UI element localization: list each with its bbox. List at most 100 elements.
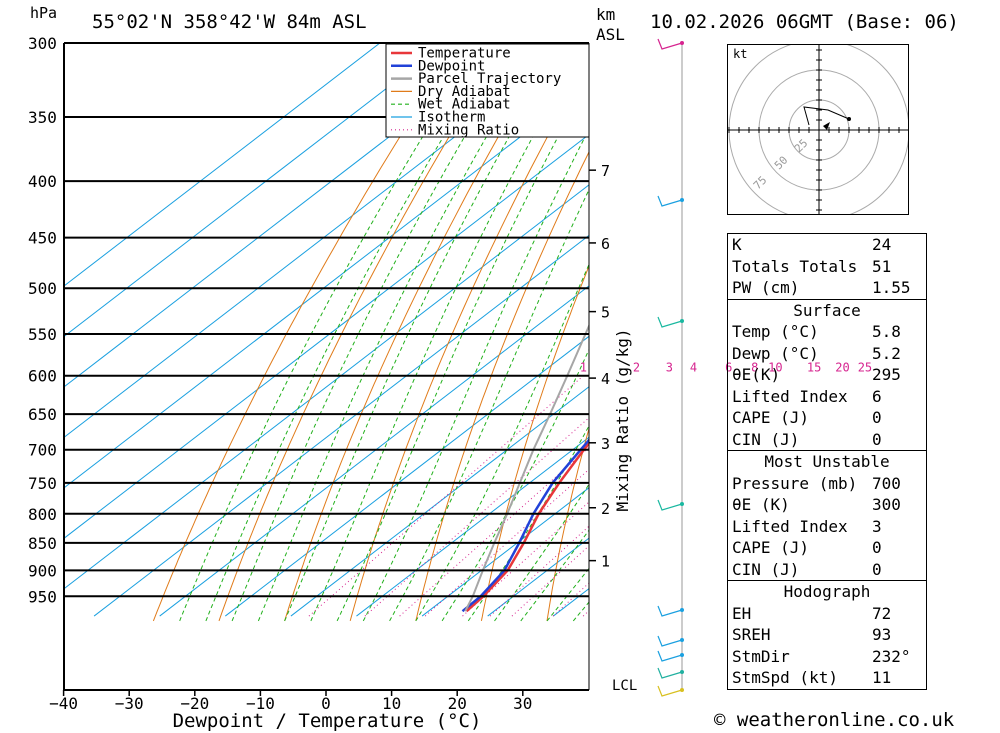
mixing-ratio-label: 4 xyxy=(690,361,697,375)
mixing-ratio-label: 2 xyxy=(633,361,640,375)
k-index-row: K 24 xyxy=(728,234,926,256)
wind-barb xyxy=(657,635,683,647)
surface-temp-label: Temp (°C) xyxy=(732,322,819,341)
background-lines xyxy=(64,43,589,622)
mixing-ratio-label: 8 xyxy=(751,361,758,375)
height-unit-asl: ASL xyxy=(596,25,625,44)
isotherm-line xyxy=(224,335,589,617)
isotherm-line xyxy=(290,386,589,617)
legend-label: Dry Adiabat xyxy=(418,84,511,100)
isotherm-line xyxy=(421,487,589,617)
dry-adiabat-line xyxy=(284,43,554,622)
surface-temp-row: Temp (°C) 5.8 xyxy=(728,321,926,343)
mixing-ratio-line xyxy=(308,375,584,617)
pressure-tick-label: 850 xyxy=(28,534,57,553)
wet-adiabat-line xyxy=(389,188,589,622)
legend-label: Dewpoint xyxy=(418,58,485,74)
surface-dewp-row: Dewp (°C) 5.2 xyxy=(728,343,926,365)
pressure-tick-label: 300 xyxy=(28,34,57,53)
km-tick-label: 6 xyxy=(601,235,610,253)
pressure-tick-label: 400 xyxy=(28,172,57,191)
pressure-tick-label: 650 xyxy=(28,405,57,424)
pressure-tick-label: 600 xyxy=(28,367,57,386)
surface-li-row: Lifted Index 6 xyxy=(728,386,926,408)
mixing-ratio-line xyxy=(424,468,589,617)
mu-li-value: 3 xyxy=(872,516,882,536)
lcl-label: LCL xyxy=(612,678,637,694)
surface-cape-value: 0 xyxy=(872,408,882,427)
mu-cin-label: CIN (J) xyxy=(732,559,800,579)
isotherm-line xyxy=(64,184,589,590)
hodo-ring-label: 25 xyxy=(792,137,811,156)
wet-adiabat-line xyxy=(179,43,482,622)
hodograph-header: Hodograph xyxy=(728,580,926,603)
wind-barb xyxy=(657,650,683,662)
surface-cape-label: CAPE (J) xyxy=(732,408,810,427)
pw-value: 1.55 xyxy=(872,278,911,297)
wet-adiabat-line xyxy=(336,78,589,622)
hodograph: 25 50 75 kt xyxy=(727,39,910,221)
stmdir-label: StmDir xyxy=(732,646,790,666)
dewpoint-line xyxy=(461,438,589,613)
mixing-ratio-label: 1 xyxy=(580,361,587,375)
x-tick-label: 0 xyxy=(321,694,331,713)
mu-li-label: Lifted Index xyxy=(732,516,848,536)
surface-thetae-value: 295 xyxy=(872,365,901,384)
mixing-ratio-label: 3 xyxy=(666,361,673,375)
x-tick-label: 30 xyxy=(513,694,532,713)
isotherm-line xyxy=(64,43,381,287)
pw-label: PW (cm) xyxy=(732,278,800,297)
x-tick-label: 10 xyxy=(382,694,401,713)
x-tick-label: −30 xyxy=(115,694,144,713)
pressure-tick-label: 750 xyxy=(28,474,57,493)
surface-li-label: Lifted Index xyxy=(732,386,848,406)
isotherm-line xyxy=(64,43,447,338)
surface-cin-label: CIN (J) xyxy=(732,429,800,449)
dry-adiabat-line xyxy=(480,264,589,622)
stmspd-value: 11 xyxy=(872,668,892,687)
indices-table: K 24 Totals Totals 51 PW (cm) 1.55 Surface … xyxy=(727,233,927,690)
hodo-point xyxy=(847,117,851,121)
wet-adiabat-line xyxy=(284,43,564,622)
totals-totals-row: Totals Totals 51 xyxy=(728,256,926,278)
surface-cape-row: CAPE (J) 0 xyxy=(728,407,926,429)
dry-adiabat-line xyxy=(152,43,461,622)
dry-adiabat-line xyxy=(546,426,589,621)
legend-label: Parcel Trajectory xyxy=(418,71,561,87)
x-tick-label: −20 xyxy=(180,694,209,713)
surface-dewp-value: 5.2 xyxy=(872,343,901,363)
mixing-ratio-label: 20 xyxy=(835,361,849,375)
wind-barb xyxy=(657,38,683,50)
mu-thetae-label: θE (K) xyxy=(732,495,790,514)
km-tick-label: 1 xyxy=(601,553,610,571)
mu-cape-value: 0 xyxy=(872,538,882,557)
pw-row: PW (cm) 1.55 xyxy=(728,277,926,299)
mixing-ratio-label: 10 xyxy=(768,361,782,375)
isotherm-line xyxy=(159,285,589,617)
height-unit-km: km xyxy=(596,5,615,24)
mixing-ratio-line xyxy=(399,446,589,617)
hodograph-unit: kt xyxy=(733,47,747,61)
axes: 1 2 3 4 6 8 10 15 20 2530035040045050055060065070… xyxy=(28,34,872,713)
datetime-title: 10.02.2026 06GMT (Base: 06) xyxy=(650,11,959,33)
km-tick-label: 4 xyxy=(601,370,610,388)
pressure-tick-label: 500 xyxy=(28,279,57,298)
surface-dewp-label: Dewp (°C) xyxy=(732,343,819,363)
dry-adiabat-line xyxy=(415,150,589,622)
wet-adiabat-line xyxy=(205,43,502,622)
sreh-row: SREH 93 xyxy=(728,624,926,646)
x-axis-label: Dewpoint / Temperature (°C) xyxy=(173,710,482,732)
copyright-link[interactable]: © weatheronline.co.uk xyxy=(714,709,955,731)
sreh-label: SREH xyxy=(732,625,771,644)
mixing-ratio-line xyxy=(364,417,589,617)
wind-barb xyxy=(657,685,683,697)
mixing-ratio-label: 25 xyxy=(858,361,872,375)
wet-adiabat-line xyxy=(231,43,522,622)
pressure-tick-label: 550 xyxy=(28,325,57,344)
k-index-value: 24 xyxy=(872,235,892,254)
surface-thetae-row: θE(K) 295 xyxy=(728,364,926,386)
surface-thetae-label: θE(K) xyxy=(732,365,781,384)
totals-totals-label: Totals Totals xyxy=(732,256,858,276)
